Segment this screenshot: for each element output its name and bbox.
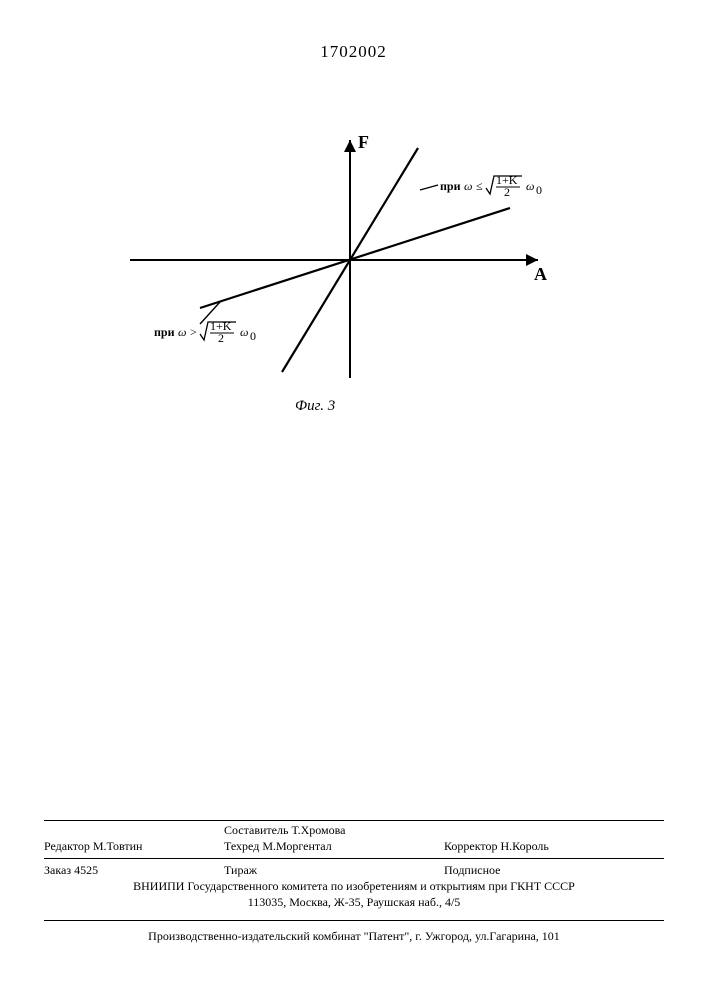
lower-prefix: при [154,325,175,339]
proizv-line: Производственно-издательский комбинат "П… [44,928,664,944]
editor-name: М.Товтин [93,839,143,853]
page: 1702002 F A при ω ≤ 1+ [0,0,707,1000]
zakaz-number: 4525 [74,863,98,877]
lower-sub0: 0 [250,329,256,343]
figure-caption: Фиг. 3 [295,398,335,415]
tirazh: Тираж [224,862,257,878]
corrector-name: Н.Король [501,839,549,853]
chart-figure: F A при ω ≤ 1+K 2 ω 0 [120,130,550,390]
annotation-lower: при ω > 1+K 2 ω 0 [154,319,256,345]
techred: Техред М.Моргентал [224,838,332,854]
editor-label: Редактор [44,839,90,853]
y-axis-label: F [358,132,369,152]
upper-rel: ≤ [476,179,483,193]
upper-omega: ω [464,179,472,193]
divider-3 [44,920,664,921]
composer-label: Составитель [224,823,288,837]
x-axis-label: A [534,264,547,284]
zakaz: Заказ 4525 [44,862,98,878]
org-line-2: 113035, Москва, Ж-35, Раушская наб., 4/5 [44,894,664,910]
line-shallow [200,208,510,308]
upper-omega0: ω [526,179,534,193]
corrector: Корректор Н.Король [444,838,549,854]
lower-omega0: ω [240,325,248,339]
upper-frac-den: 2 [504,185,510,199]
lower-rel: > [190,325,197,339]
composer: Составитель Т.Хромова [224,822,345,838]
divider-1 [44,820,664,821]
techred-label: Техред [224,839,259,853]
zakaz-label: Заказ [44,863,71,877]
lower-omega: ω [178,325,186,339]
divider-2 [44,858,664,859]
org-line-1: ВНИИПИ Государственного комитета по изоб… [44,878,664,894]
techred-name: М.Моргентал [262,839,331,853]
corrector-label: Корректор [444,839,498,853]
upper-sub0: 0 [536,183,542,197]
annotation-upper: при ω ≤ 1+K 2 ω 0 [440,173,542,199]
podpisnoe: Подписное [444,862,501,878]
y-axis-arrow [344,140,356,152]
chart-svg: F A при ω ≤ 1+K 2 ω 0 [120,130,550,390]
patent-number: 1702002 [0,42,707,62]
composer-name: Т.Хромова [291,823,345,837]
editor: Редактор М.Товтин [44,838,142,854]
lower-frac-den: 2 [218,331,224,345]
upper-prefix: при [440,179,461,193]
leader-upper [420,185,438,190]
